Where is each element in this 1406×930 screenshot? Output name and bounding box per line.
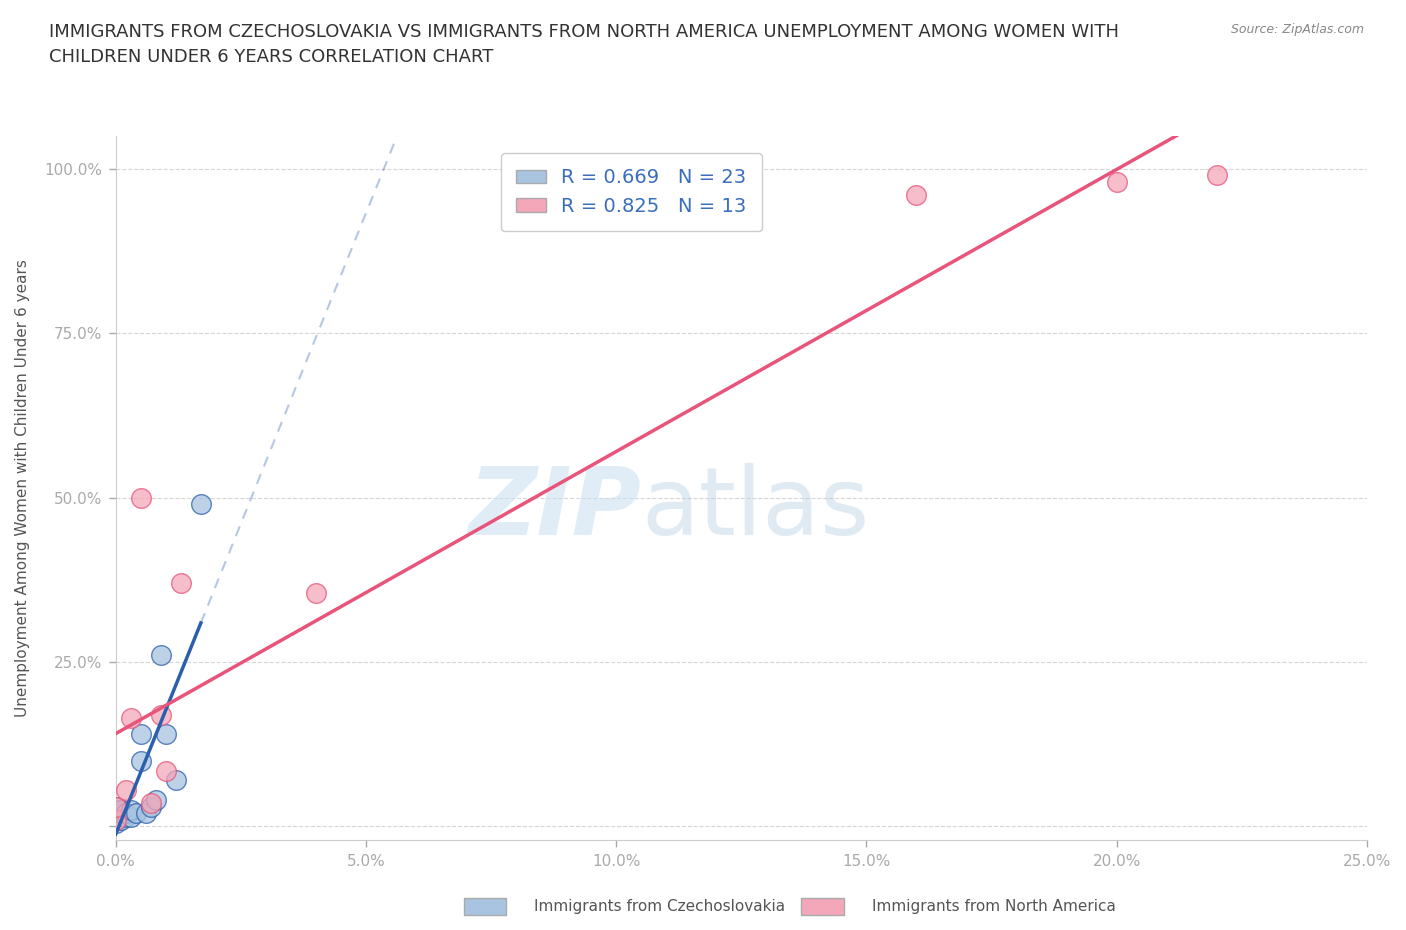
Text: ZIP: ZIP (468, 463, 641, 555)
Point (110, 806, 132, 821)
Point (120, 711, 142, 725)
Point (104, 799, 127, 814)
Point (155, 764, 177, 778)
Point (165, 773, 187, 788)
Point (104, 813, 127, 828)
Legend: R = 0.669   N = 23, R = 0.825   N = 13: R = 0.669 N = 23, R = 0.825 N = 13 (501, 153, 762, 232)
Y-axis label: Unemployment Among Women with Children Under 6 years: Unemployment Among Women with Children U… (15, 259, 30, 717)
Point (114, 806, 136, 821)
Point (139, 796, 162, 811)
Point (110, 803, 132, 817)
Point (1105, 175, 1128, 190)
Text: Immigrants from Czechoslovakia: Immigrants from Czechoslovakia (534, 899, 786, 914)
Point (125, 806, 148, 821)
Text: Immigrants from North America: Immigrants from North America (872, 899, 1115, 914)
Text: atlas: atlas (641, 463, 869, 555)
Point (905, 188, 928, 203)
Point (129, 753, 152, 768)
Point (110, 813, 132, 828)
Point (104, 799, 127, 814)
Point (145, 792, 167, 807)
Point (104, 809, 127, 824)
Point (104, 806, 127, 821)
Point (129, 490, 152, 505)
Point (149, 707, 172, 722)
Point (114, 783, 136, 798)
Point (155, 727, 177, 742)
Text: Source: ZipAtlas.com: Source: ZipAtlas.com (1230, 23, 1364, 36)
Point (129, 727, 152, 742)
Point (120, 803, 142, 817)
Point (1205, 168, 1227, 183)
Point (104, 816, 127, 830)
Point (149, 648, 172, 663)
Point (120, 809, 142, 824)
Point (135, 806, 157, 821)
Point (305, 586, 328, 601)
Point (139, 799, 162, 814)
Point (190, 497, 212, 512)
Point (114, 809, 136, 824)
Text: IMMIGRANTS FROM CZECHOSLOVAKIA VS IMMIGRANTS FROM NORTH AMERICA UNEMPLOYMENT AMO: IMMIGRANTS FROM CZECHOSLOVAKIA VS IMMIGR… (49, 23, 1119, 66)
Point (170, 576, 193, 591)
Point (104, 803, 127, 817)
Point (104, 813, 127, 828)
